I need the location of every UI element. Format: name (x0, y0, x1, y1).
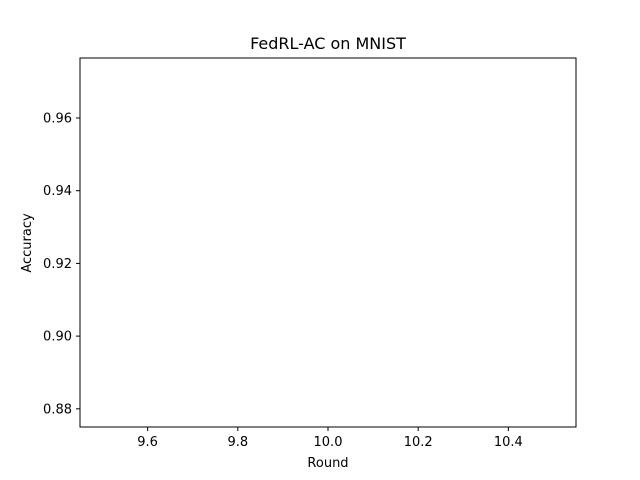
y-tick-label: 0.94 (43, 184, 72, 199)
chart-title: FedRL-AC on MNIST (250, 34, 406, 53)
y-tick-label: 0.92 (43, 257, 72, 272)
x-axis-ticks: 9.6 9.8 10.0 10.2 10.4 (137, 427, 523, 450)
x-tick-label: 9.8 (227, 435, 248, 450)
plot-area-frame (79, 57, 577, 428)
y-axis-label: Accuracy (20, 213, 35, 273)
x-tick-label: 10.0 (314, 435, 343, 450)
x-tick-label: 10.4 (494, 435, 523, 450)
x-axis-label: Round (307, 456, 348, 471)
y-axis-ticks: 0.88 0.90 0.92 0.94 0.96 (43, 111, 80, 417)
x-tick-label: 10.2 (404, 435, 433, 450)
x-tick-label: 9.6 (137, 435, 158, 450)
y-tick-label: 0.88 (43, 402, 72, 417)
y-tick-label: 0.90 (43, 330, 72, 345)
y-tick-label: 0.96 (43, 111, 72, 126)
